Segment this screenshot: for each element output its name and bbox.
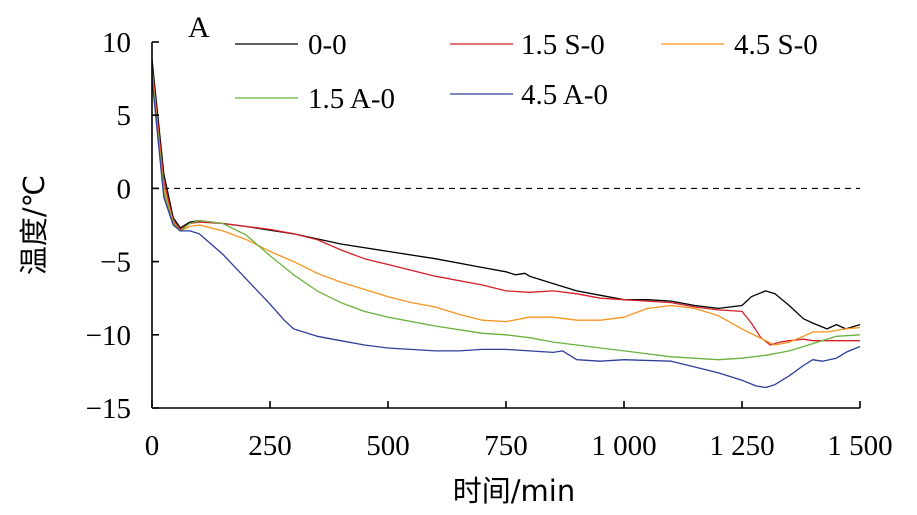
panel-label: A — [188, 11, 210, 44]
legend-entry: 1.5 A-0 — [235, 83, 395, 115]
x-tick-label: 0 — [145, 430, 160, 462]
y-tick-label: −5 — [100, 247, 131, 279]
ticks: 0 250 500 750 1 000 1 250 1 500 10 5 0 −5 −10 −15 — [86, 27, 893, 462]
axes — [151, 42, 860, 409]
legend-entry: 1.5 S-0 — [450, 29, 605, 61]
series-line-1-5-a-0 — [151, 74, 861, 361]
legend: 0-0 1.5 S-0 4.5 S-0 1.5 A-0 4.5 A-0 — [235, 29, 818, 115]
x-axis-title: 时间/min — [453, 474, 575, 508]
y-tick-label: −10 — [86, 320, 131, 352]
legend-entry: 0-0 — [235, 29, 347, 61]
y-axis-title: 温度/℃ — [17, 175, 51, 275]
y-tick-label: 10 — [102, 27, 131, 59]
legend-label: 0-0 — [308, 29, 347, 61]
y-tick-label: 5 — [117, 100, 132, 132]
legend-entry: 4.5 A-0 — [450, 79, 608, 111]
legend-label: 1.5 S-0 — [521, 29, 605, 61]
series-lines — [151, 59, 861, 389]
x-tick-label: 1 250 — [709, 430, 774, 462]
legend-label: 4.5 S-0 — [734, 29, 818, 61]
x-tick-label: 500 — [366, 430, 410, 462]
x-tick-label: 250 — [248, 430, 292, 462]
y-tick-label: −15 — [86, 393, 131, 425]
x-tick-label: 1 000 — [591, 430, 656, 462]
legend-label: 1.5 A-0 — [308, 83, 395, 115]
y-tick-label: 0 — [117, 173, 132, 205]
series-line-1-5-s-0 — [151, 66, 860, 346]
legend-label: 4.5 A-0 — [521, 79, 608, 111]
series-line-0-0 — [151, 59, 861, 330]
x-tick-label: 1 500 — [827, 430, 892, 462]
series-line-4-5-a-0 — [151, 78, 861, 389]
series-line-4-5-s-0 — [151, 71, 861, 346]
legend-entry: 4.5 S-0 — [661, 29, 818, 61]
x-tick-label: 750 — [484, 430, 528, 462]
